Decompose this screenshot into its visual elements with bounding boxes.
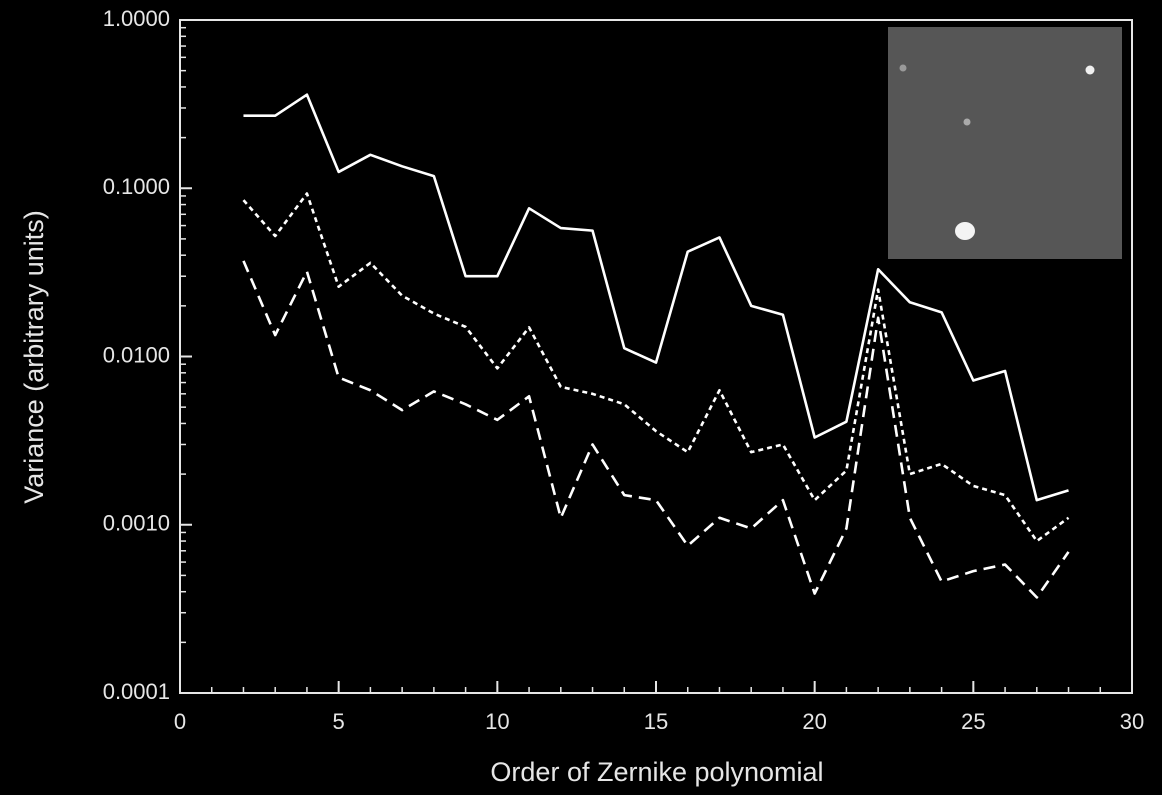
x-tick-label: 15 [644, 709, 668, 734]
y-tick-label: 0.0010 [103, 511, 170, 536]
x-axis-title: Order of Zernike polynomial [490, 757, 823, 787]
inset-spot [955, 222, 975, 240]
x-tick-label: 0 [174, 709, 186, 734]
y-tick-label: 0.0100 [103, 342, 170, 367]
inset-image [888, 27, 1122, 259]
y-tick-label: 1.0000 [103, 6, 170, 31]
x-tick-label: 5 [333, 709, 345, 734]
x-tick-label: 25 [961, 709, 985, 734]
y-tick-label: 0.1000 [103, 174, 170, 199]
inset-spot [1086, 66, 1095, 75]
inset-frame [888, 27, 1122, 259]
x-tick-label: 30 [1120, 709, 1144, 734]
x-tick-label: 20 [802, 709, 826, 734]
x-tick-label: 10 [485, 709, 509, 734]
y-tick-label: 0.0001 [103, 679, 170, 704]
chart: Order of Zernike polynomial Variance (ar… [0, 0, 1162, 795]
inset-spot [964, 119, 971, 126]
inset-spot [900, 65, 907, 72]
page: Order of Zernike polynomial Variance (ar… [0, 0, 1162, 795]
y-axis-title: Variance (arbitrary units) [19, 210, 49, 504]
